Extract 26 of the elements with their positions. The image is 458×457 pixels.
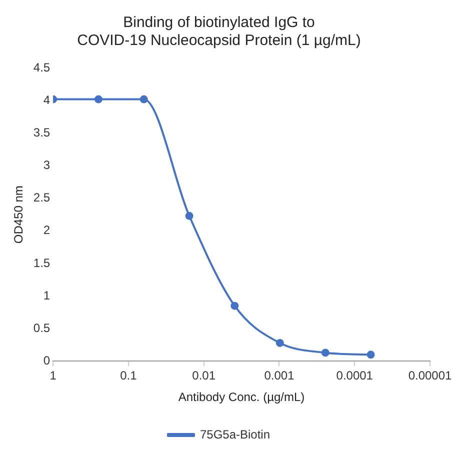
y-tick-label: 1 — [43, 288, 50, 302]
legend-label: 75G5a-Biotin — [200, 427, 270, 442]
x-tick-label: 0.001 — [264, 368, 295, 383]
x-axis-title: Antibody Conc. (µg/mL) — [178, 390, 305, 404]
x-tick-label: 0.01 — [192, 368, 216, 383]
x-tick-label: 0.0001 — [336, 368, 374, 383]
y-tick-label: 2.5 — [33, 190, 50, 205]
y-tick-label: 4 — [43, 92, 50, 107]
point — [140, 95, 148, 104]
point — [94, 95, 102, 104]
y-axis-title: OD450 nm — [12, 186, 26, 244]
y-tick-label: 2 — [43, 223, 50, 238]
x-tick-label: 0.1 — [120, 368, 138, 383]
x-tick-label: 0.00001 — [408, 368, 452, 383]
point — [185, 212, 194, 220]
y-tick-label: 0 — [43, 354, 50, 368]
point — [276, 338, 284, 347]
y-tick-label: 0.5 — [33, 320, 50, 335]
chart-title: Binding of biotinylated IgG to COVID-19 Nucleocapsid Protein (1 µg/mL) — [77, 14, 361, 50]
point — [321, 348, 330, 357]
y-tick-label: 4.5 — [33, 60, 50, 74]
point — [230, 302, 239, 310]
point — [366, 350, 375, 359]
y-tick-label: 1.5 — [33, 256, 50, 270]
y-tick-label: 3.5 — [33, 125, 50, 140]
y-tick-label: 3 — [43, 158, 50, 172]
